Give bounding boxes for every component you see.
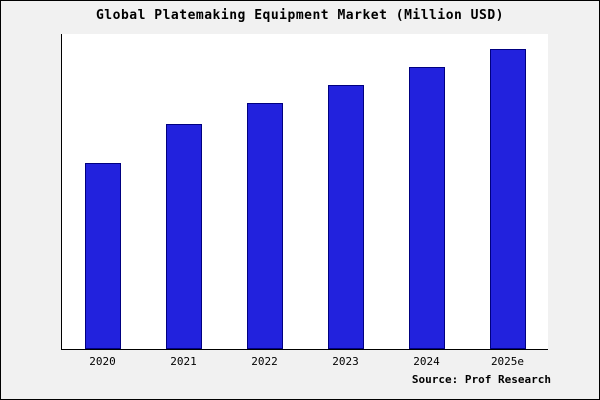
bar-2022 bbox=[246, 103, 283, 349]
plot-area bbox=[61, 34, 548, 350]
bar-2025e bbox=[489, 49, 526, 349]
bar-2024 bbox=[408, 67, 445, 349]
chart-title: Global Platemaking Equipment Market (Mil… bbox=[95, 8, 504, 23]
x-tick-label-2024: 2024 bbox=[413, 355, 440, 368]
x-tick-label-2021: 2021 bbox=[170, 355, 197, 368]
x-tick-label-2022: 2022 bbox=[251, 355, 278, 368]
bar-2020 bbox=[84, 163, 121, 349]
x-tick-label-2020: 2020 bbox=[89, 355, 116, 368]
x-tick-label-2025e: 2025e bbox=[490, 355, 525, 368]
x-axis-labels: 2020 2021 2022 2023 2024 2025e bbox=[62, 355, 548, 371]
bar-2021 bbox=[165, 124, 202, 349]
bar-2023 bbox=[327, 85, 364, 349]
source-note: Source: Prof Research bbox=[411, 373, 551, 386]
x-tick-label-2023: 2023 bbox=[332, 355, 359, 368]
